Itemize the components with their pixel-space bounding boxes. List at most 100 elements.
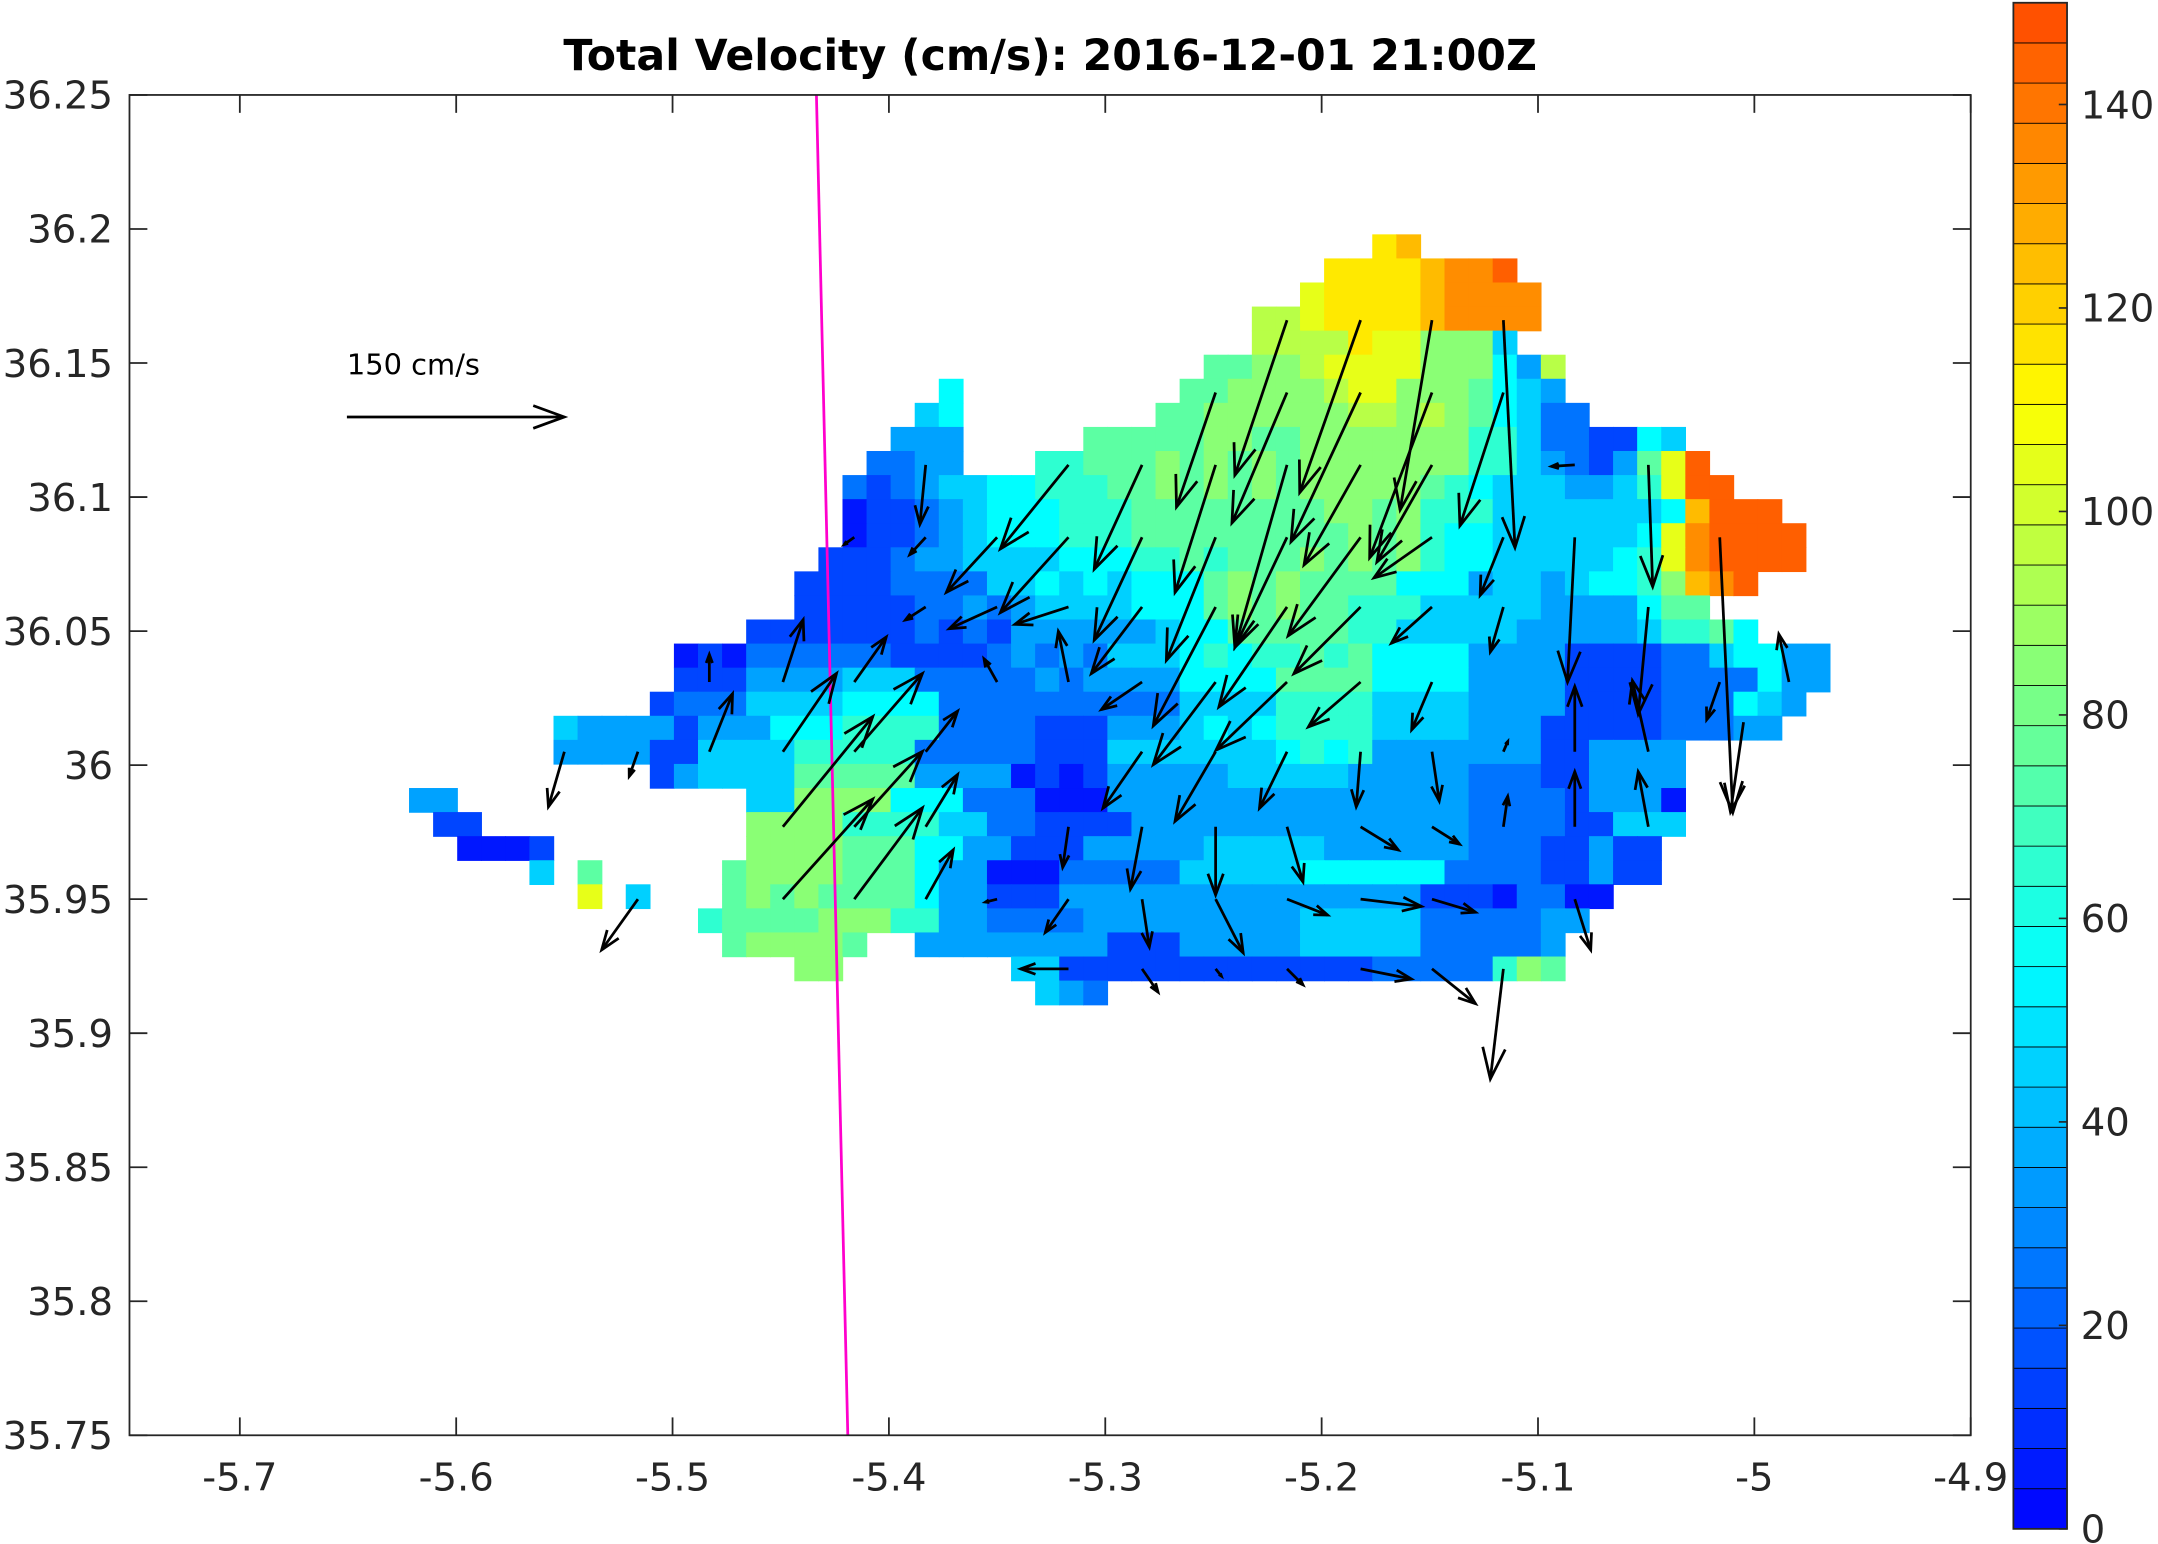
heatmap-cell [1348,956,1373,982]
vector-arrowhead-icon [1054,627,1069,649]
velocity-vector [1011,605,1069,627]
vector-arrowhead-icon [1218,972,1224,980]
heatmap-cell [1251,812,1277,837]
colorbar-band [2012,966,2068,1008]
heatmap-cell [1396,258,1422,284]
heatmap-cell [1420,836,1446,861]
vector-arrowhead-icon [894,804,925,840]
heatmap-cell [1372,884,1398,910]
heatmap-cell [1468,715,1494,741]
x-tick-label: -5.2 [1284,1455,1359,1500]
heatmap-cell [1420,378,1446,404]
heatmap-cell [1661,571,1687,597]
vector-arrowhead-icon [1383,837,1402,853]
heatmap-cell [1661,595,1687,621]
heatmap-cell [1179,836,1205,861]
heatmap-cell [770,860,796,885]
vector-shaft [1360,897,1422,908]
velocity-vector [1633,767,1650,828]
heatmap-cell [1420,450,1446,476]
heatmap-cell [1179,956,1205,982]
heatmap-cell [1035,932,1060,958]
heatmap-cell [1372,330,1398,356]
heatmap-cell [1709,643,1735,669]
heatmap-cell [1516,932,1542,958]
vector-shaft [1631,680,1650,753]
vector-arrowhead-icon [1285,603,1317,640]
heatmap-cell [673,763,699,789]
velocity-vector [997,536,1070,616]
heatmap-cell [818,619,844,645]
heatmap-cell [1203,354,1229,380]
heatmap-cell [1203,499,1229,524]
heatmap-cell [1757,667,1783,693]
heatmap-cell [1300,306,1325,332]
heatmap-cell [1492,884,1518,910]
heatmap-cell [1637,739,1662,765]
heatmap-cell [1444,788,1470,813]
heatmap-cell [1300,667,1325,693]
heatmap-cell [1613,715,1638,741]
heatmap-cell [1661,739,1687,765]
heatmap-cell [1155,956,1181,982]
heatmap-cell [962,475,988,500]
velocity-vector [1478,536,1505,599]
vector-shaft [600,898,640,951]
vector-shaft [1502,320,1517,548]
heatmap-cell [1179,715,1205,741]
heatmap-cell [1083,980,1109,1006]
heatmap-cell [1492,667,1518,693]
heatmap-cell [1444,306,1470,332]
heatmap-cell [1011,884,1036,910]
velocity-vector [840,536,856,547]
heatmap-cell [1468,691,1494,717]
heatmap-cell [1492,836,1518,861]
heatmap-cell [1564,426,1590,452]
heatmap-cell [1251,763,1277,789]
heatmap-cell [890,836,916,861]
heatmap-cell [1179,860,1205,885]
velocity-vector [1374,464,1434,566]
vector-arrowhead-icon [1500,515,1527,552]
vector-arrowhead-icon [907,546,918,558]
velocity-vector [1173,751,1217,825]
vector-shaft [1359,825,1399,852]
heatmap-cell [1251,932,1277,958]
heatmap-cell [433,812,458,837]
heatmap-cell [722,860,747,885]
heatmap-cell [986,812,1012,837]
heatmap-cell [1420,667,1446,693]
heatmap-cell [505,836,531,861]
heatmap-cell [938,499,964,524]
colorbar-band [2012,243,2068,285]
heatmap-cell [890,884,916,910]
heatmap-cell [1324,595,1349,621]
vector-arrowhead-icon [1388,626,1409,646]
heatmap-cell [1444,282,1470,308]
vector-arrowhead-icon [1305,706,1331,730]
heatmap-cell [1131,571,1157,597]
heatmap-cell [1492,547,1518,573]
vector-arrowhead-icon [1174,473,1199,511]
heatmap-cell [1444,932,1470,958]
heatmap-cell [1661,426,1687,452]
heatmap-cell [1107,595,1133,621]
heatmap-cell [1468,956,1494,982]
colorbar-band [2012,1407,2068,1449]
heatmap-cell [1324,812,1349,837]
velocity-vector [1054,627,1070,683]
vector-arrowhead-icon [1370,557,1397,581]
heatmap-cell [1011,860,1036,885]
vector-shaft [1092,464,1144,570]
heatmap-cell [722,643,747,669]
vector-arrowhead-icon [1227,932,1245,957]
heatmap-cell [1685,571,1711,597]
velocity-vector [1088,606,1144,677]
vector-shaft [781,672,838,753]
heatmap-cell [770,788,796,813]
heatmap-cell [938,595,964,621]
velocity-vector [1566,682,1584,752]
heatmap-cell [1540,378,1566,404]
heatmap-cell [746,643,771,669]
heatmap-cell [1035,715,1060,741]
